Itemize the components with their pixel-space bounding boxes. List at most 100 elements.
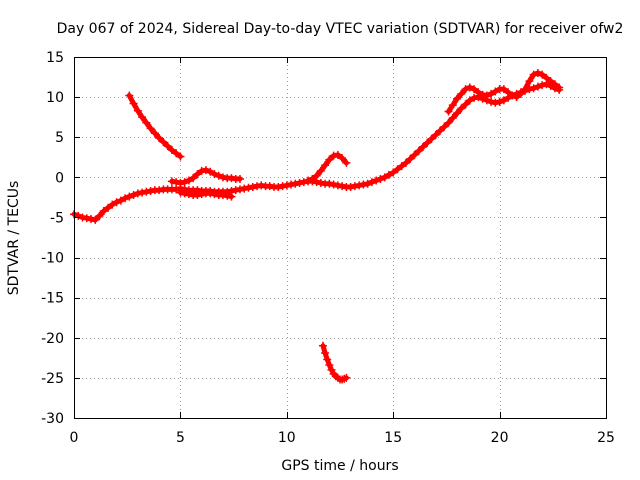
data-point — [180, 189, 189, 198]
chart-title: Day 067 of 2024, Sidereal Day-to-day VTE… — [57, 21, 624, 37]
data-point — [227, 174, 236, 183]
data-point — [423, 138, 432, 147]
data-point — [295, 178, 304, 187]
data-point — [189, 174, 198, 183]
data-point — [244, 183, 253, 192]
data-point — [218, 173, 227, 182]
x-tick-label: 20 — [491, 430, 509, 446]
data-point — [210, 170, 219, 179]
data-point — [478, 90, 487, 99]
data-point — [393, 165, 402, 174]
data-point — [201, 166, 210, 175]
data-point — [133, 189, 142, 198]
data-point — [448, 113, 457, 122]
data-point — [167, 177, 176, 186]
data-point — [99, 207, 108, 216]
data-point — [184, 190, 193, 199]
axis-ticks — [74, 57, 607, 419]
data-point — [516, 89, 525, 98]
data-point — [529, 70, 538, 79]
data-point — [325, 179, 334, 188]
data-point — [316, 166, 325, 175]
data-point — [504, 88, 513, 97]
data-point — [414, 146, 423, 155]
data-point — [146, 124, 155, 133]
y-tick-label: -30 — [41, 411, 64, 427]
data-point — [491, 87, 500, 96]
data-point — [142, 118, 151, 127]
y-tick-label: 0 — [55, 170, 64, 186]
data-point — [206, 189, 215, 198]
data-point — [533, 69, 542, 78]
data-point — [325, 361, 334, 370]
data-point — [457, 89, 466, 98]
data-point — [95, 211, 104, 220]
data-point — [338, 154, 347, 163]
data-point — [235, 174, 244, 183]
data-point — [112, 198, 121, 207]
y-tick-label: -5 — [50, 210, 64, 226]
data-point — [318, 341, 327, 350]
data-point — [465, 83, 474, 92]
data-point — [440, 122, 449, 131]
data-point — [470, 93, 479, 102]
data-point — [214, 171, 223, 180]
data-point — [142, 187, 151, 196]
data-point — [329, 180, 338, 189]
data-point — [499, 96, 508, 105]
data-point — [401, 158, 410, 167]
data-point — [372, 176, 381, 185]
data-point — [274, 182, 283, 191]
plot-frame — [74, 57, 607, 419]
series-outlier-negative-segment — [318, 341, 351, 384]
data-point — [223, 191, 232, 200]
data-point — [389, 168, 398, 177]
data-point — [461, 100, 470, 109]
data-point — [159, 138, 168, 147]
data-point — [163, 142, 172, 151]
y-axis-label: SDTVAR / TECUs — [6, 181, 22, 296]
data-point — [197, 190, 206, 199]
data-point — [116, 196, 125, 205]
y-tick-label: -25 — [41, 371, 64, 387]
data-point — [465, 96, 474, 105]
data-point — [155, 134, 164, 143]
series-lower-bump-trace — [176, 188, 236, 201]
data-point — [172, 178, 181, 187]
data-point — [325, 155, 334, 164]
x-axis-label: GPS time / hours — [281, 458, 398, 474]
data-point — [338, 182, 347, 191]
data-point — [427, 134, 436, 143]
data-point — [253, 182, 262, 191]
data-point — [355, 181, 364, 190]
data-point — [546, 77, 555, 86]
data-point — [180, 178, 189, 187]
y-tick-label: 10 — [46, 90, 64, 106]
data-point — [227, 192, 236, 201]
series-descending-segment — [125, 91, 185, 161]
data-point — [444, 118, 453, 127]
x-tick-label: 15 — [384, 430, 402, 446]
data-point — [129, 99, 138, 108]
data-point — [342, 373, 351, 382]
data-point — [176, 152, 185, 161]
data-point — [129, 190, 138, 199]
data-point — [74, 211, 83, 220]
data-point — [172, 149, 181, 158]
data-point — [482, 91, 491, 100]
data-point — [138, 188, 147, 197]
series-line — [305, 152, 349, 183]
y-tick-label: -20 — [41, 331, 64, 347]
data-point — [359, 180, 368, 189]
data-point — [312, 171, 321, 180]
data-point — [321, 161, 330, 170]
y-tick-label: -15 — [41, 291, 64, 307]
data-point — [282, 181, 291, 190]
data-point — [453, 109, 462, 118]
data-point — [304, 176, 313, 185]
data-point — [474, 88, 483, 97]
data-point — [108, 200, 117, 209]
data-point — [508, 91, 517, 100]
